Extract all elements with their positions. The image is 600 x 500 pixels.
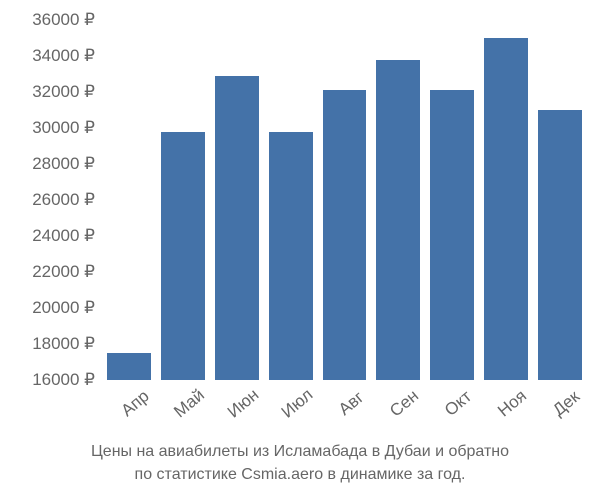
- x-tick-slot: Дек: [538, 388, 582, 438]
- x-tick-label: Окт: [441, 387, 476, 421]
- x-tick-slot: Сен: [376, 388, 420, 438]
- y-tick-label: 28000 ₽: [32, 154, 95, 174]
- caption-line-1: Цены на авиабилеты из Исламабада в Дубаи…: [0, 440, 600, 463]
- x-tick-label: Июн: [224, 385, 263, 422]
- plot-area: [102, 20, 582, 380]
- x-tick-slot: Июн: [215, 388, 259, 438]
- y-tick-label: 16000 ₽: [32, 370, 95, 390]
- x-tick-slot: Авг: [323, 388, 367, 438]
- x-tick-label: Дек: [549, 387, 584, 421]
- y-tick-label: 34000 ₽: [32, 46, 95, 66]
- bars-group: [102, 20, 582, 380]
- x-tick-label: Сен: [386, 386, 423, 421]
- y-tick-label: 26000 ₽: [32, 190, 95, 210]
- x-axis: АпрМайИюнИюлАвгСенОктНояДек: [102, 388, 582, 438]
- x-tick-slot: Апр: [107, 388, 151, 438]
- y-axis: 36000 ₽34000 ₽32000 ₽30000 ₽28000 ₽26000…: [0, 20, 95, 380]
- x-tick-label: Апр: [117, 386, 153, 421]
- bar: [215, 76, 259, 380]
- bar: [538, 110, 582, 380]
- x-tick-label: Ноя: [494, 386, 531, 421]
- bar: [376, 60, 420, 380]
- caption-line-2: по статистике Csmia.aero в динамике за г…: [0, 463, 600, 486]
- price-bar-chart: 36000 ₽ 34000 ₽ 32000 ₽ 30000 ₽ 28000 ₽ 26000…: [0, 0, 600, 500]
- chart-caption: Цены на авиабилеты из Исламабада в Дубаи…: [0, 440, 600, 486]
- x-tick-label: Июл: [277, 385, 316, 423]
- x-tick-slot: Июл: [269, 388, 313, 438]
- y-tick-label: 22000 ₽: [32, 262, 95, 282]
- bar: [484, 38, 528, 380]
- x-tick-label: Авг: [334, 387, 367, 419]
- bar: [430, 90, 474, 380]
- bar: [107, 353, 151, 380]
- y-tick-label: 36000 ₽: [32, 10, 95, 30]
- bar: [161, 132, 205, 380]
- x-tick-slot: Ноя: [484, 388, 528, 438]
- x-tick-label: Май: [170, 385, 208, 422]
- y-tick-label: 18000 ₽: [32, 334, 95, 354]
- y-tick-label: 20000 ₽: [32, 298, 95, 318]
- x-tick-slot: Май: [161, 388, 205, 438]
- y-tick-label: 32000 ₽: [32, 82, 95, 102]
- y-tick-label: 30000 ₽: [32, 118, 95, 138]
- bar: [323, 90, 367, 380]
- y-tick-label: 24000 ₽: [32, 226, 95, 246]
- x-tick-slot: Окт: [430, 388, 474, 438]
- bar: [269, 132, 313, 380]
